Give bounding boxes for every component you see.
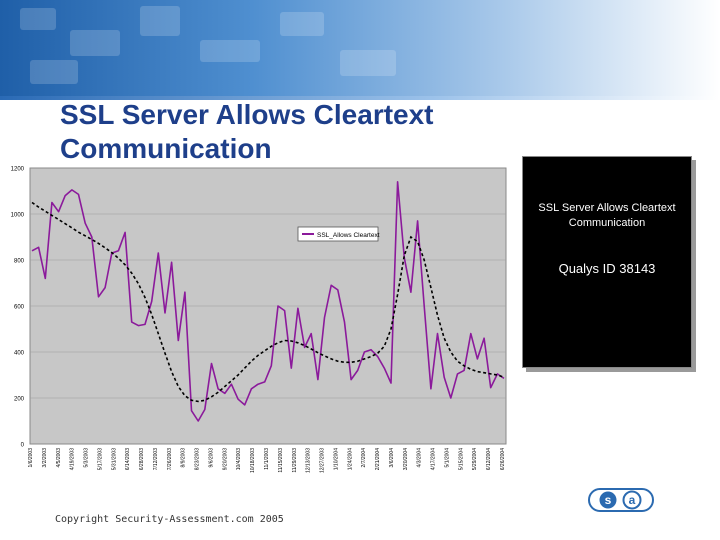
- x-tick-label: 2/21/2004: [375, 448, 381, 470]
- gridlines: [30, 213, 506, 399]
- x-tick-label: 7/26/2003: [167, 448, 173, 470]
- x-tick-label: 6/26/2004: [500, 448, 506, 470]
- x-tick-label: 11/15/2003: [278, 448, 284, 473]
- x-tick-label: 5/3/2003: [84, 448, 90, 468]
- legend: SSL_Allows Cleartext: [297, 226, 380, 242]
- x-tick-label: 3/6/2004: [389, 448, 395, 468]
- x-tick-label: 4/19/2003: [70, 448, 76, 470]
- x-tick-label: 11/1/2003: [264, 448, 270, 470]
- series-group: [31, 180, 505, 422]
- x-tick-label: 1/24/2004: [347, 448, 353, 470]
- y-tick-label: 400: [14, 351, 25, 357]
- x-tick-label: 7/12/2003: [153, 448, 159, 470]
- x-tick-label: 9/20/2003: [222, 448, 228, 470]
- y-tick-label: 0: [21, 443, 25, 449]
- x-tick-label: 5/15/2004: [458, 448, 464, 470]
- series-line-0: [31, 180, 505, 422]
- x-tick-label: 4/5/2003: [56, 448, 62, 468]
- x-tick-label: 11/29/2003: [292, 448, 298, 473]
- x-tick-label: 4/17/2004: [431, 448, 437, 470]
- x-tick-label: 1/6/2003: [28, 448, 34, 468]
- x-tick-label: 9/6/2003: [208, 448, 214, 468]
- header-banner: [0, 0, 720, 96]
- info-description: SSL Server Allows Cleartext Communicatio…: [538, 202, 676, 229]
- x-tick-label: 2/7/2004: [361, 448, 367, 468]
- x-tick-label: 8/9/2003: [181, 448, 187, 468]
- x-tick-label: 10/4/2003: [236, 448, 242, 470]
- legend-box: [297, 226, 379, 242]
- x-tick-label: 5/1/2004: [444, 448, 450, 468]
- logo-letter-s: s: [605, 493, 612, 507]
- y-axis: 0 200 400 600 800 1000 1200: [11, 167, 25, 449]
- x-tick-label: 12/13/2003: [306, 448, 312, 473]
- x-tick-label: 5/29/2004: [472, 448, 478, 470]
- trend-line-0: [31, 201, 505, 403]
- logo-letter-a: a: [629, 493, 636, 507]
- x-tick-label: 12/27/2003: [320, 448, 326, 473]
- x-tick-label: 4/3/2004: [417, 448, 423, 468]
- chart-svg: 0 200 400 600 800 1000 1200 1/6/2003 3/2/2003 4/…: [11, 167, 507, 473]
- x-tick-label: 8/23/2003: [195, 448, 201, 470]
- slide-title: SSL Server Allows Cleartext Communicatio…: [60, 99, 434, 164]
- header-divider: [0, 96, 720, 100]
- x-tick-label: 3/2/2003: [42, 448, 48, 468]
- x-tick-label: 5/31/2003: [111, 448, 117, 470]
- trend-chart: 0 200 400 600 800 1000 1200 1/6/2003 3/2/2003 4/…: [0, 160, 520, 520]
- x-tick-label: 6/28/2003: [139, 448, 145, 470]
- x-tick-label: 1/10/2004: [333, 448, 339, 470]
- y-tick-label: 600: [14, 305, 25, 311]
- x-tick-label: 5/17/2003: [97, 448, 103, 470]
- y-tick-label: 1000: [11, 213, 25, 219]
- x-tick-label: 3/20/2004: [403, 448, 409, 470]
- legend-label: SSL_Allows Cleartext: [317, 232, 380, 239]
- qualys-id: Qualys ID 38143: [558, 261, 656, 276]
- x-tick-label: 6/12/2004: [486, 448, 492, 470]
- company-logo: s a: [588, 488, 654, 512]
- x-tick-label: 6/14/2003: [125, 448, 131, 470]
- y-tick-label: 1200: [11, 167, 25, 173]
- x-axis: 1/6/2003 3/2/2003 4/5/2003 4/19/2003 5/3/200…: [28, 448, 506, 473]
- x-tick-label: 10/18/2003: [250, 448, 256, 473]
- info-box: SSL Server Allows Cleartext Communicatio…: [522, 156, 692, 368]
- y-tick-label: 200: [14, 397, 25, 403]
- copyright-text: Copyright Security-Assessment.com 2005: [55, 514, 284, 525]
- y-tick-label: 800: [14, 259, 25, 265]
